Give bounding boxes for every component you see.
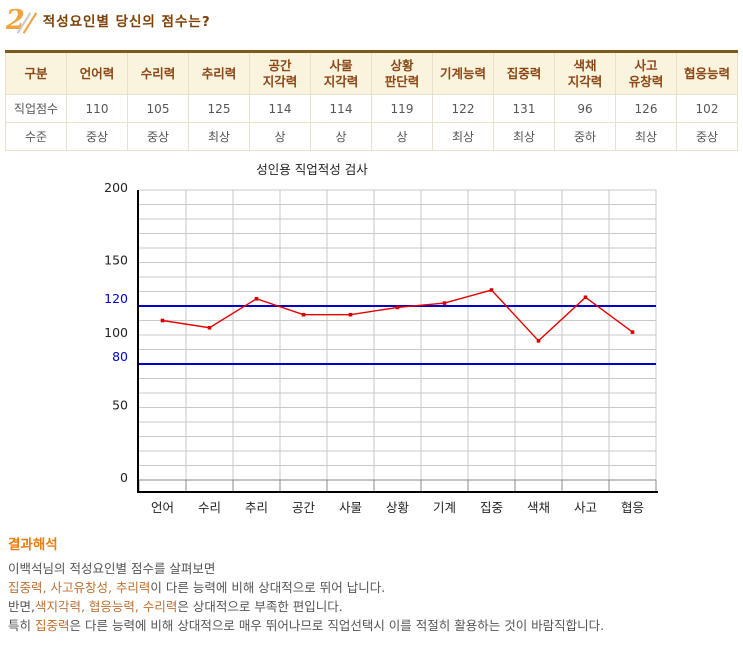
column-header: 수리력	[127, 51, 189, 96]
section-header: 2 적성요인별 당신의 점수는?	[6, 2, 211, 38]
data-point-수리	[207, 325, 212, 330]
y-tick-label-120: 120	[104, 291, 128, 306]
score-cell: 102	[676, 94, 738, 124]
y-tick-label-100: 100	[104, 325, 128, 340]
level-cell: 중상	[676, 122, 738, 152]
data-point-집중	[489, 288, 494, 292]
section-number: 2	[6, 4, 25, 36]
score-cell: 105	[127, 94, 189, 124]
chart-title: 성인용 직업적성 검사	[256, 162, 368, 177]
column-header-category: 구분	[5, 51, 67, 96]
score-cell: 131	[493, 94, 555, 124]
data-point-사물	[348, 312, 353, 317]
score-cell: 114	[310, 94, 372, 124]
y-tick-label-80: 80	[112, 349, 128, 364]
score-cell: 110	[66, 94, 128, 124]
x-tick-label-공간: 공간	[292, 500, 316, 515]
highlighted-ability-text: 집중력, 사고유창성, 추리력	[8, 580, 151, 595]
x-tick-label-언어: 언어	[151, 500, 174, 515]
level-cell: 최상	[188, 122, 250, 152]
score-cell: 126	[615, 94, 677, 124]
x-tick-label-집중: 집중	[480, 500, 503, 515]
column-header: 색채 지각력	[554, 51, 616, 96]
y-tick-label-50: 50	[112, 398, 128, 413]
data-point-추리	[254, 296, 259, 301]
level-cell: 중상	[127, 122, 189, 152]
score-cell: 96	[554, 94, 616, 124]
row-label: 수준	[5, 122, 67, 152]
x-tick-label-기계: 기계	[433, 500, 456, 515]
x-tick-label-사고: 사고	[574, 500, 597, 515]
column-header: 협응능력	[676, 51, 738, 96]
level-cell: 상	[310, 122, 372, 152]
level-cell: 최상	[432, 122, 494, 152]
column-header: 공간 지각력	[249, 51, 311, 96]
interpretation-text: 이백석님의 적성요인별 점수를 살펴보면	[8, 561, 216, 576]
interpretation-text: 은 다른 능력에 비해 상대적으로 매우 뛰어나므로 직업선택시 이를 적절히 …	[69, 618, 605, 633]
table-row: 직업점수 110 105 125 114 114 119 122 131 96 126 102	[5, 94, 738, 124]
aptitude-line-chart: 0 50 80 100 120 150 200 언어 수리 추리 공간 사물 상황 기계 집중 색채 사고 협응 성…	[104, 162, 658, 515]
y-tick-label-150: 150	[104, 253, 128, 268]
y-tick-label-0: 0	[120, 470, 128, 485]
x-tick-label-추리: 추리	[245, 500, 268, 515]
row-label: 직업점수	[5, 94, 67, 124]
interpretation-heading: 결과해석	[8, 537, 58, 553]
score-cell: 122	[432, 94, 494, 124]
interpretation-text: 반면,	[8, 599, 35, 614]
page-title: 적성요인별 당신의 점수는?	[42, 14, 211, 30]
interpretation-line: 반면,색지각력, 협응능력, 수리력은 상대적으로 부족한 편입니다.	[8, 597, 738, 616]
data-point-공간	[301, 312, 306, 317]
level-cell: 중하	[554, 122, 616, 152]
score-cell: 114	[249, 94, 311, 124]
interpretation-line: 이백석님의 적성요인별 점수를 살펴보면	[8, 559, 738, 578]
column-header: 사물 지각력	[310, 51, 372, 96]
column-header: 집중력	[493, 51, 555, 96]
level-cell: 최상	[615, 122, 677, 152]
x-tick-label-상황: 상황	[386, 500, 410, 515]
interpretation-line: 특히 집중력은 다른 능력에 비해 상대적으로 매우 뛰어나므로 직업선택시 이…	[8, 616, 738, 635]
data-point-색채	[536, 339, 541, 343]
x-axis-base	[137, 491, 658, 493]
data-point-기계	[442, 301, 447, 305]
y-axis-line	[137, 190, 139, 493]
level-cell: 중상	[66, 122, 128, 152]
column-header: 상황 판단력	[371, 51, 433, 96]
data-point-상황	[395, 305, 400, 310]
column-header: 추리력	[188, 51, 250, 96]
interpretation-text: 특히	[8, 618, 35, 633]
score-cell: 119	[371, 94, 433, 124]
interpretation-text: 은 상대적으로 부족한 편입니다.	[177, 599, 343, 614]
data-point-협응	[630, 330, 635, 334]
score-table-header-row: 구분 언어력 수리력 추리력 공간 지각력 사물 지각력 상황 판단력 기계능력 집중력 색채 지각력 사고…	[5, 51, 738, 96]
highlighted-ability-text: 집중력	[34, 618, 70, 633]
x-tick-label-사물: 사물	[339, 500, 362, 515]
x-tick-label-색채: 색채	[527, 500, 550, 515]
y-tick-label-200: 200	[104, 180, 128, 195]
highlighted-ability-text: 색지각력, 협응능력, 수리력	[34, 599, 178, 614]
level-cell: 상	[249, 122, 311, 152]
score-table: 구분 언어력 수리력 추리력 공간 지각력 사물 지각력 상황 판단력 기계능력 집중력 색채 지각력 사고…	[5, 50, 738, 152]
column-header: 사고 유창력	[615, 51, 677, 96]
column-header: 기계능력	[432, 51, 494, 96]
data-point-사고	[583, 295, 588, 300]
table-row: 수준 중상 중상 최상 상 상 상 최상 최상 중하 최상 중상	[5, 122, 738, 152]
column-header: 언어력	[66, 51, 128, 96]
x-tick-label-협응: 협응	[621, 500, 644, 515]
level-cell: 최상	[493, 122, 555, 152]
x-tick-label-수리: 수리	[198, 500, 221, 515]
score-cell: 125	[188, 94, 250, 124]
level-cell: 상	[371, 122, 433, 152]
interpretation-line: 집중력, 사고유창성, 추리력이 다른 능력에 비해 상대적으로 뛰어 납니다.	[8, 578, 738, 597]
aptitude-chart: 0 50 80 100 120 150 200 언어 수리 추리 공간 사물 상황 기계 집중 색채 사고 협응 성…	[60, 160, 720, 525]
data-point-언어	[160, 318, 165, 323]
interpretation-text: 이 다른 능력에 비해 상대적으로 뛰어 납니다.	[150, 580, 386, 595]
